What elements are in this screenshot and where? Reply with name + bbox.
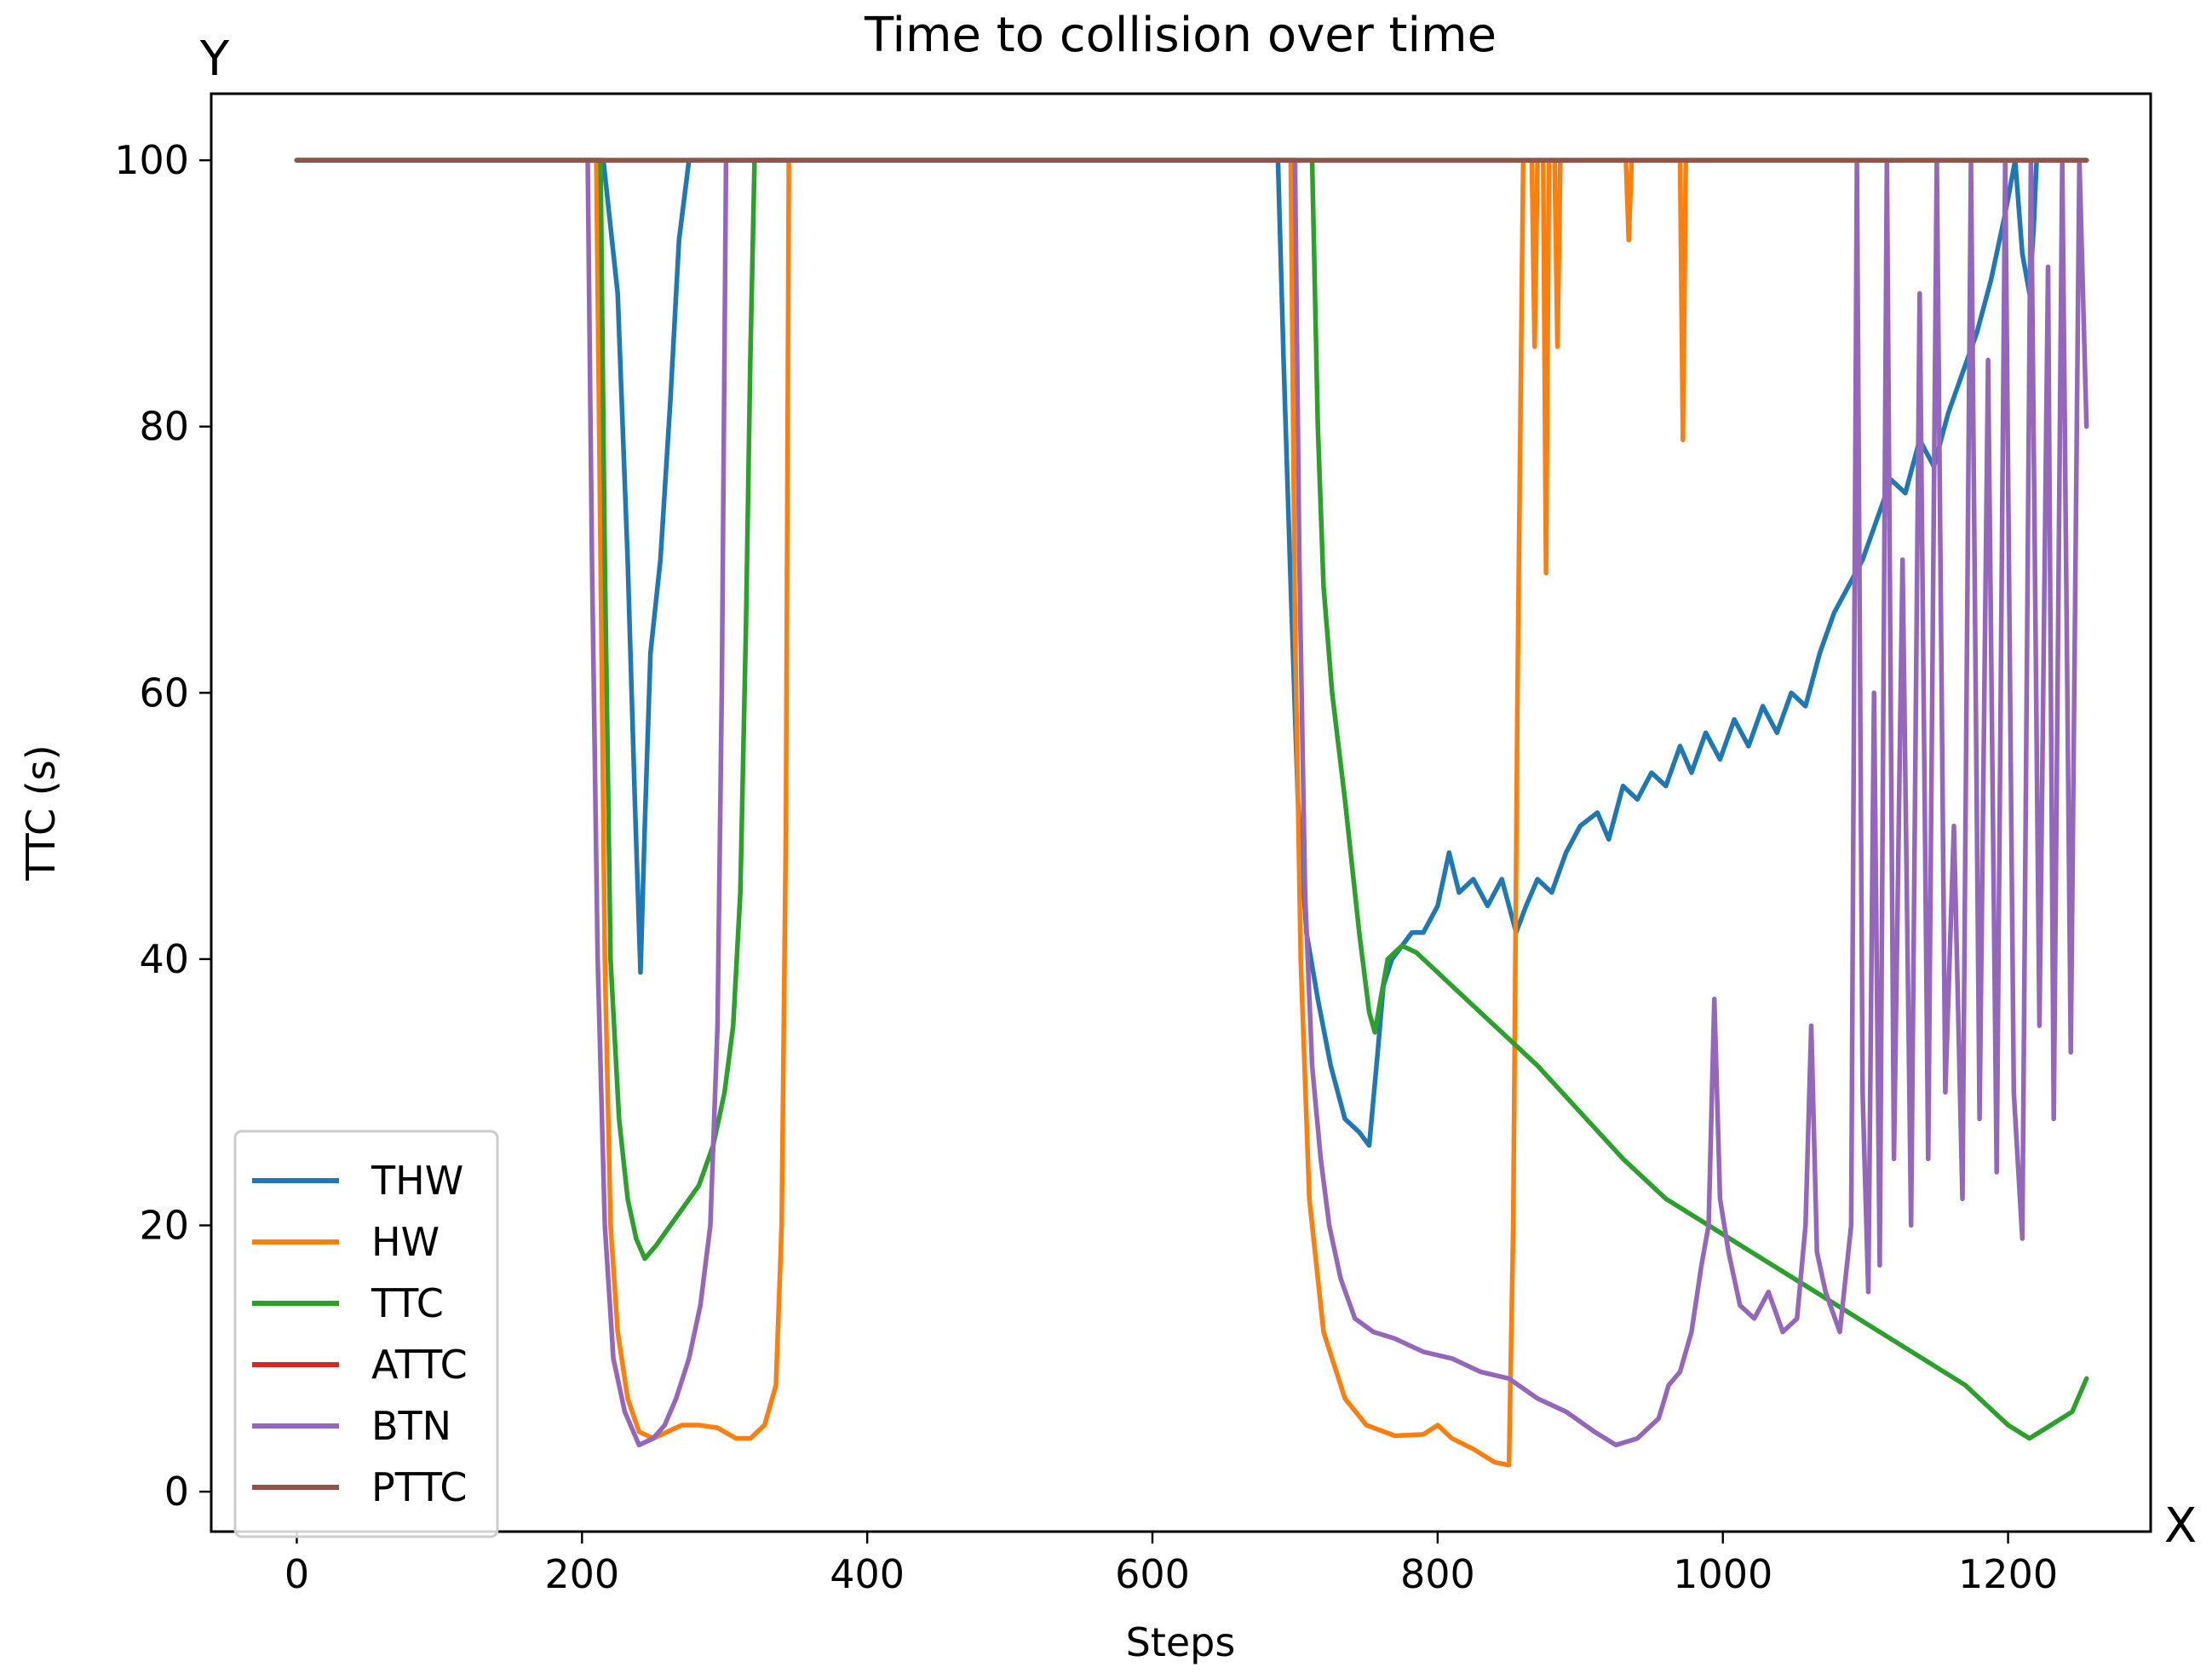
legend-label-hw: HW bbox=[371, 1219, 440, 1265]
legend-item: HW bbox=[252, 1219, 440, 1265]
legend-item: BTN bbox=[252, 1403, 451, 1449]
legend-item: PTTC bbox=[252, 1464, 468, 1510]
legend-label-btn: BTN bbox=[371, 1403, 451, 1449]
legend-label-ttc: TTC bbox=[371, 1280, 444, 1326]
x-tick-label: 1200 bbox=[1958, 1551, 2058, 1597]
chart-title: Time to collision over time bbox=[864, 8, 1497, 63]
y-tick-label: 100 bbox=[114, 137, 189, 183]
y-axis-corner-label: Y bbox=[199, 32, 230, 87]
x-tick-label: 600 bbox=[1115, 1551, 1190, 1597]
axis-ticks: 0 200 400 600 800 1000 1200 0 20 40 60 80 100 bbox=[114, 137, 2058, 1597]
x-tick-label: 0 bbox=[284, 1551, 309, 1597]
legend-label-thw: THW bbox=[371, 1158, 463, 1204]
legend-box bbox=[233, 1130, 499, 1538]
y-tick-label: 80 bbox=[139, 404, 189, 450]
series-line-thw bbox=[294, 158, 2089, 1148]
series-line-ttc bbox=[294, 158, 2089, 1441]
legend-item: TTC bbox=[252, 1280, 444, 1326]
y-tick-label: 60 bbox=[139, 670, 189, 716]
y-tick-label: 0 bbox=[164, 1469, 189, 1515]
x-axis-corner-label: X bbox=[2164, 1498, 2197, 1554]
x-tick-label: 800 bbox=[1400, 1551, 1475, 1597]
y-axis-label: TTC (s) bbox=[18, 745, 64, 881]
y-tick-label: 20 bbox=[139, 1203, 189, 1249]
legend-label-pttc: PTTC bbox=[371, 1464, 468, 1510]
legend-label-attc: ATTC bbox=[371, 1342, 468, 1388]
series-lines bbox=[294, 158, 2089, 1468]
series-line-hw bbox=[294, 158, 2089, 1468]
y-tick-label: 40 bbox=[139, 936, 189, 982]
series-line-btn bbox=[294, 158, 2089, 1448]
x-tick-label: 200 bbox=[544, 1551, 619, 1597]
legend-item: THW bbox=[252, 1158, 463, 1204]
x-axis-label: Steps bbox=[1126, 1619, 1236, 1665]
legend-item: ATTC bbox=[252, 1342, 468, 1388]
legend: THW HW TTC ATTC BTN PTTC bbox=[233, 1130, 499, 1538]
x-tick-label: 400 bbox=[830, 1551, 905, 1597]
x-tick-label: 1000 bbox=[1673, 1551, 1772, 1597]
